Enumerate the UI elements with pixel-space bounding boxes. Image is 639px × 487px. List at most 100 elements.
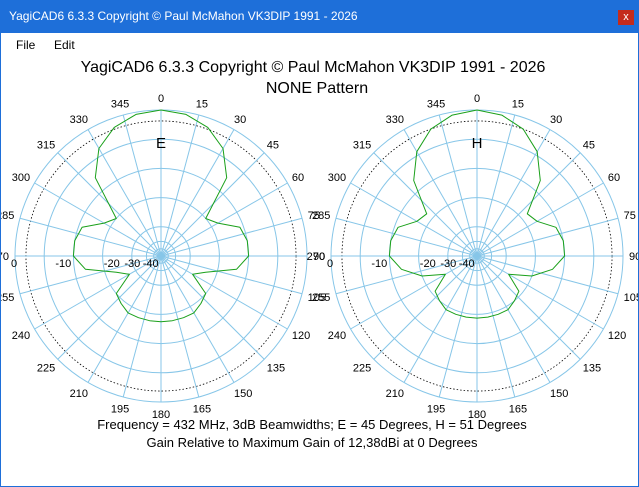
angle-label: 30 — [234, 114, 246, 126]
grid-spoke — [476, 255, 516, 398]
grid-spoke — [122, 114, 162, 257]
grid-spoke — [373, 255, 478, 360]
grid-spoke — [87, 255, 162, 383]
grid-spoke — [19, 255, 162, 295]
angle-label: 270 — [1, 251, 9, 263]
ring-label: -10 — [371, 258, 387, 270]
angle-label: 135 — [583, 363, 601, 375]
title-bar[interactable]: YagiCAD6 6.3.3 Copyright © Paul McMahon … — [1, 1, 638, 33]
angle-label: 120 — [292, 330, 310, 342]
angle-label: 0 — [474, 93, 480, 105]
angle-label: 150 — [550, 388, 568, 400]
window-title: YagiCAD6 6.3.3 Copyright © Paul McMahon … — [9, 9, 358, 23]
ring-label: -20 — [420, 258, 436, 270]
angle-label: 90 — [629, 251, 638, 263]
grid-spoke — [160, 255, 303, 295]
grid-spoke — [350, 182, 478, 257]
grid-spoke — [160, 255, 200, 398]
close-button[interactable]: x — [618, 10, 634, 25]
menu-file[interactable]: File — [16, 38, 36, 52]
polar-plot-canvas: YagiCAD6 6.3.3 Copyright © Paul McMahon … — [1, 59, 638, 450]
angle-label: 345 — [111, 98, 129, 110]
grid-spoke — [34, 182, 162, 257]
panel-label: E — [156, 135, 166, 152]
angle-label: 180 — [152, 409, 170, 421]
grid-spoke — [160, 114, 200, 257]
angle-label: 105 — [308, 292, 326, 304]
panel-label: H — [472, 135, 483, 152]
angle-label: 60 — [608, 172, 620, 184]
angle-label: 15 — [196, 98, 208, 110]
pattern-curve-e — [72, 109, 250, 323]
gain-info: Gain Relative to Maximum Gain of 12,38dB… — [147, 435, 478, 450]
angle-label: 75 — [308, 210, 320, 222]
ring-label: -40 — [143, 258, 159, 270]
angle-label: 285 — [1, 210, 14, 222]
grid-spoke — [160, 182, 288, 257]
grid-spoke — [438, 255, 478, 398]
frequency-info: Frequency = 432 MHz, 3dB Beamwidths; E =… — [97, 417, 527, 432]
angle-label: 165 — [193, 404, 211, 416]
grid-spoke — [335, 255, 478, 295]
plot-subtitle: NONE Pattern — [266, 80, 368, 97]
grid-spoke — [476, 152, 581, 257]
grid-spoke — [160, 255, 235, 383]
grid-spoke — [160, 255, 288, 330]
plot-title: YagiCAD6 6.3.3 Copyright © Paul McMahon … — [81, 59, 546, 76]
grid-spoke — [350, 255, 478, 330]
angle-label: 255 — [1, 292, 14, 304]
grid-spoke — [403, 129, 478, 257]
angle-label: 240 — [12, 330, 30, 342]
menu-edit[interactable]: Edit — [54, 38, 75, 52]
grid-spoke — [403, 255, 478, 383]
angle-label: 345 — [427, 98, 445, 110]
grid-spoke — [122, 255, 162, 398]
angle-label: 90 — [313, 251, 325, 263]
ring-label: -20 — [104, 258, 120, 270]
angle-label: 240 — [328, 330, 346, 342]
angle-label: 195 — [427, 404, 445, 416]
angle-label: 0 — [158, 93, 164, 105]
angle-label: 30 — [550, 114, 562, 126]
grid-spoke — [476, 255, 551, 383]
angle-label: 270 — [307, 251, 325, 263]
angle-label: 225 — [353, 363, 371, 375]
angle-label: 300 — [328, 172, 346, 184]
angle-label: 60 — [292, 172, 304, 184]
grid-spoke — [476, 114, 516, 257]
grid-spoke — [476, 255, 619, 295]
grid-spoke — [476, 129, 551, 257]
polar-panel-h: 0 15 30 45 60 75 90 105 120 135 150 165 180 195 210 225… — [307, 93, 638, 421]
angle-label: 135 — [267, 363, 285, 375]
angle-label: 330 — [70, 114, 88, 126]
angle-label: 165 — [509, 404, 527, 416]
grid-spoke — [438, 114, 478, 257]
angle-label: 330 — [386, 114, 404, 126]
grid-spoke — [476, 217, 619, 257]
grid-spoke — [476, 255, 581, 360]
grid-spoke — [476, 255, 604, 330]
ring-label: -30 — [440, 258, 456, 270]
angle-label: 210 — [386, 388, 404, 400]
grid-spoke — [160, 129, 235, 257]
angle-label: 195 — [111, 404, 129, 416]
angle-label: 45 — [583, 139, 595, 151]
pattern-curve-h — [388, 109, 566, 319]
grid-spoke — [373, 152, 478, 257]
grid-spoke — [57, 255, 162, 360]
grid-spoke — [476, 182, 604, 257]
menu-bar: File Edit — [1, 33, 638, 55]
angle-label: 180 — [468, 409, 486, 421]
angle-label: 150 — [234, 388, 252, 400]
ring-label: 0 — [11, 258, 17, 270]
angle-label: 75 — [624, 210, 636, 222]
grid-spoke — [19, 217, 162, 257]
angle-label: 315 — [37, 139, 55, 151]
angle-label: 300 — [12, 172, 30, 184]
angle-label: 255 — [312, 292, 330, 304]
grid-spoke — [335, 217, 478, 257]
ring-label: 0 — [327, 258, 333, 270]
angle-label: 105 — [624, 292, 638, 304]
grid-spoke — [160, 255, 265, 360]
